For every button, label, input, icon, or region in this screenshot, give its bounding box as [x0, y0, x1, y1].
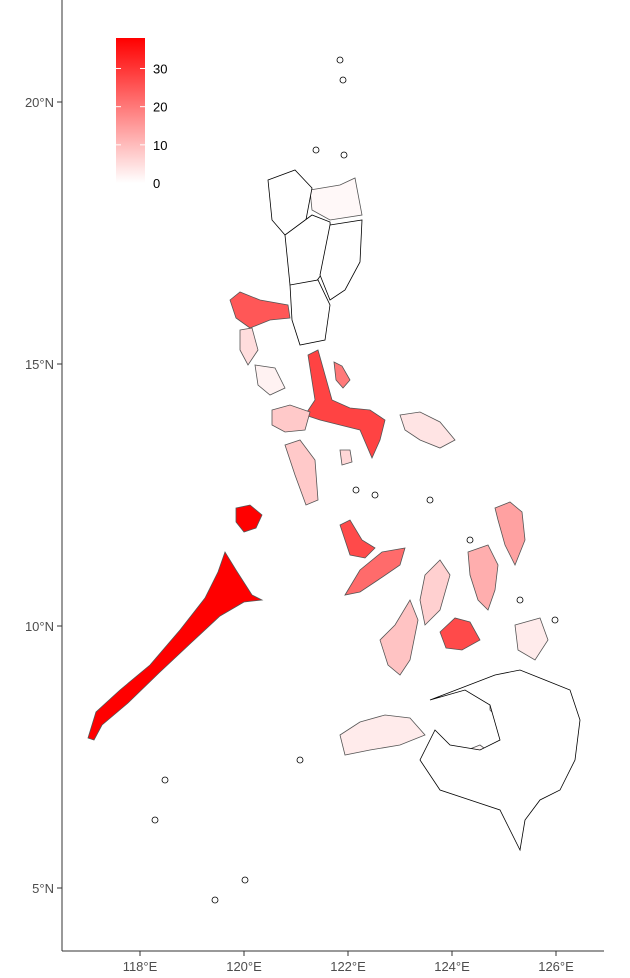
province-region [87, 551, 264, 741]
province-region [494, 501, 526, 566]
legend-colorbar [116, 38, 145, 183]
islet [211, 896, 219, 904]
x-tick-label: 124°E [434, 959, 470, 974]
province-region [339, 449, 353, 466]
legend-label: 30 [153, 62, 167, 77]
islet [371, 491, 379, 499]
province-region [379, 599, 419, 676]
y-tick-label: 5°N [32, 881, 54, 896]
x-tick-label: 122°E [330, 959, 366, 974]
x-tick-label: 126°E [538, 959, 574, 974]
province-region [239, 327, 259, 366]
legend-label: 20 [153, 100, 167, 115]
province-region [309, 177, 363, 221]
province-region [419, 669, 581, 852]
islet [151, 816, 159, 824]
x-tick-label: 118°E [123, 959, 158, 974]
legend-label: 10 [153, 138, 167, 153]
islet [161, 776, 169, 784]
islet [340, 151, 348, 159]
islet [312, 146, 320, 154]
islet [516, 596, 524, 604]
province-region [284, 439, 319, 506]
islet [296, 756, 304, 764]
x-axis-ticks: 118°E 120°E 122°E 124°E 126°E [123, 951, 574, 974]
province-regions [87, 56, 581, 904]
province-region [419, 559, 451, 626]
islet [426, 496, 434, 504]
islet [352, 486, 360, 494]
province-region [339, 519, 376, 559]
y-axis-ticks: 20°N 15°N 10°N 5°N [25, 95, 62, 896]
province-region [289, 279, 331, 346]
province-region [399, 411, 456, 449]
province-region [467, 544, 499, 611]
legend-label: 0 [153, 176, 160, 191]
islet [339, 76, 347, 84]
islet [241, 876, 249, 884]
province-region [333, 361, 351, 389]
province-region [344, 547, 406, 596]
islet [336, 56, 344, 64]
legend: 30 20 10 0 [116, 38, 167, 191]
province-region [254, 364, 286, 396]
province-region [319, 219, 363, 301]
y-tick-label: 10°N [25, 619, 54, 634]
y-tick-label: 15°N [25, 357, 54, 372]
province-region [271, 404, 311, 433]
province-region [304, 349, 386, 459]
province-region [339, 714, 426, 756]
province-region [235, 504, 263, 533]
islet [466, 536, 474, 544]
province-region [229, 291, 291, 329]
y-tick-label: 20°N [25, 95, 54, 110]
province-region [439, 617, 481, 651]
x-tick-label: 120°E [226, 959, 262, 974]
islet [551, 616, 559, 624]
province-region [514, 617, 549, 661]
